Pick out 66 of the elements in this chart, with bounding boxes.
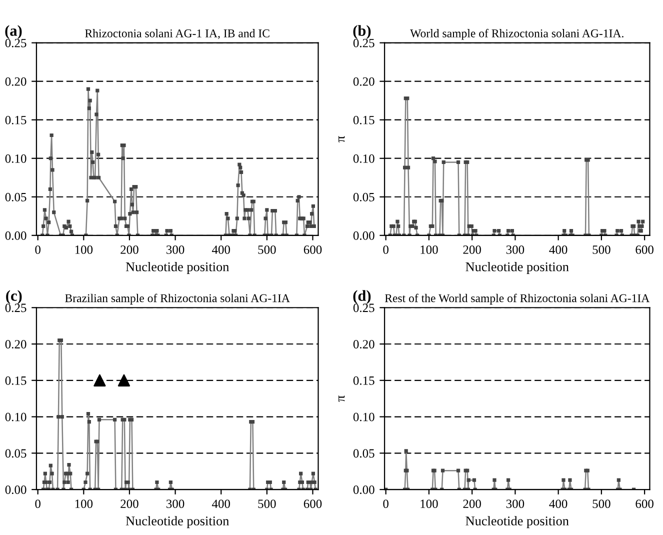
y-tick-label: 0.20 — [5, 340, 26, 349]
y-tick-label: 0.00 — [353, 231, 374, 240]
y-tick-label: 0.25 — [353, 304, 374, 312]
y-tick-label: 0.15 — [353, 116, 374, 124]
x-tick-label: 600 — [636, 245, 654, 254]
chart-title: World sample of Rhizoctonia solani AG-1IA. — [410, 28, 624, 40]
y-tick-label: 0.05 — [353, 449, 374, 458]
x-tick-label: 100 — [420, 245, 438, 254]
y-tick-label: 0.00 — [5, 231, 26, 240]
x-tick-label: 500 — [258, 245, 276, 254]
x-axis-title: Nucleotide position — [466, 516, 569, 528]
x-tick-label: 400 — [549, 245, 568, 254]
text: (c) — [6, 290, 22, 304]
x-tick-label: 0 — [35, 500, 40, 508]
y-tick-label: 0.00 — [5, 486, 26, 494]
y-tick-label: 0.20 — [353, 77, 374, 86]
y-tick-label: 0.15 — [5, 116, 26, 124]
x-tick-label: 100 — [75, 245, 93, 254]
x-tick-label: 400 — [212, 500, 230, 508]
y-tick-label: 0.00 — [353, 486, 374, 494]
x-tick-label: 500 — [592, 245, 610, 254]
y-tick-label: 0.05 — [5, 192, 26, 202]
x-tick-label: 300 — [506, 245, 524, 254]
y-tick-label: 0.20 — [5, 77, 26, 86]
y-tick-label: 0.10 — [353, 154, 374, 163]
x-tick-label: 500 — [592, 500, 610, 508]
y-axis-title: π — [338, 136, 345, 142]
text: (a) — [5, 25, 22, 39]
x-tick-label: 500 — [258, 500, 276, 508]
x-tick-label: 600 — [636, 500, 654, 508]
x-tick-label: 300 — [166, 245, 184, 254]
text: (b) — [353, 25, 371, 39]
y-tick-label: 0.10 — [5, 154, 26, 163]
x-tick-label: 100 — [75, 500, 93, 508]
y-tick-label: 0.10 — [5, 412, 26, 422]
x-tick-label: 200 — [463, 500, 481, 508]
y-axis-title: π — [338, 395, 345, 402]
x-tick-label: 600 — [304, 245, 322, 254]
y-tick-label: 0.05 — [353, 192, 374, 202]
y-tick-label: 0.25 — [353, 38, 374, 48]
chart-title: Brazilian sample of Rhizoctonia solani AG-1IA — [65, 294, 290, 305]
x-tick-label: 200 — [120, 500, 138, 508]
x-tick-label: 0 — [383, 500, 388, 508]
x-tick-label: 200 — [463, 245, 481, 254]
x-tick-label: 400 — [212, 245, 230, 254]
x-tick-label: 600 — [304, 500, 322, 508]
x-axis-title: Nucleotide position — [466, 262, 569, 274]
y-tick-label: 0.15 — [5, 376, 26, 385]
x-tick-label: 200 — [120, 245, 138, 254]
x-axis-title: Nucleotide position — [126, 262, 230, 274]
y-tick-label: 0.05 — [5, 449, 26, 458]
x-tick-label: 300 — [506, 500, 524, 508]
x-tick-label: 0 — [383, 245, 388, 254]
chart-title: Rhizoctonia solani AG-1 IA, IB and IC — [85, 29, 270, 40]
chart-title: Rest of the World sample of Rhizoctonia solani AG-1IA — [384, 294, 650, 305]
y-tick-label: 0.20 — [353, 340, 374, 349]
text: (d) — [353, 290, 371, 304]
y-tick-label: 0.25 — [5, 38, 26, 48]
x-axis-title: Nucleotide position — [126, 516, 230, 528]
x-tick-label: 100 — [420, 500, 438, 508]
x-tick-label: 300 — [166, 500, 184, 508]
x-tick-label: 0 — [35, 245, 40, 254]
x-tick-label: 400 — [549, 500, 568, 508]
y-tick-label: 0.10 — [353, 412, 374, 422]
y-tick-label: 0.15 — [353, 376, 374, 385]
y-tick-label: 0.25 — [5, 304, 26, 312]
